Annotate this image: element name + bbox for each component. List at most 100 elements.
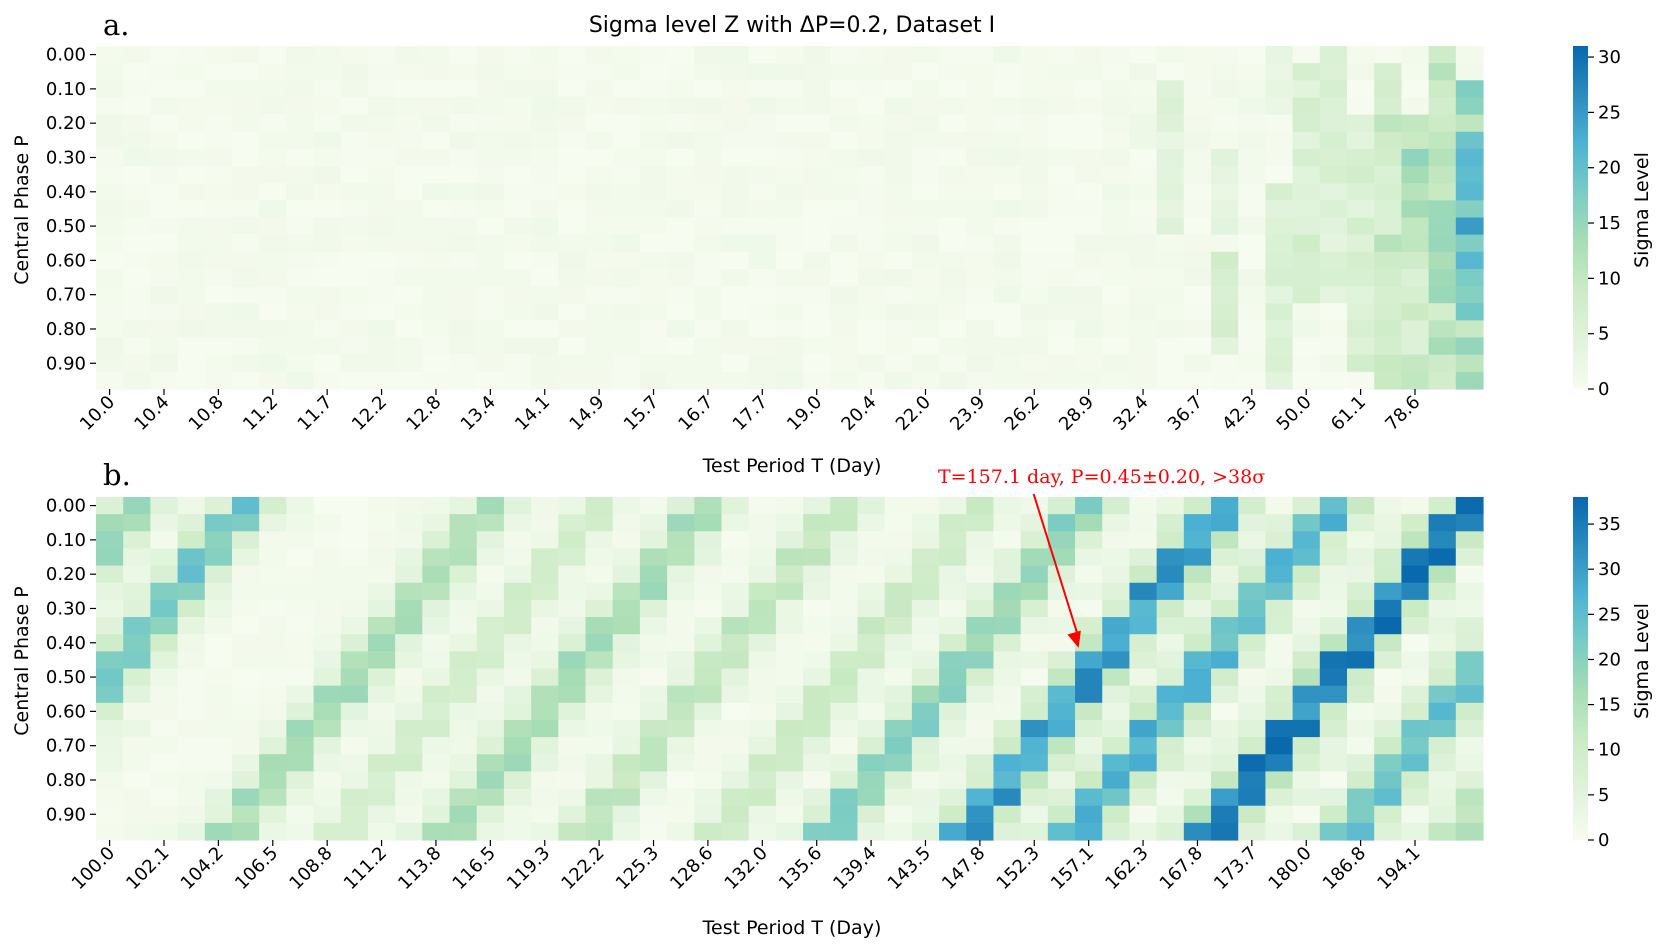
heatmap-cell: [503, 685, 532, 704]
heatmap-cell: [639, 617, 668, 635]
heatmap-cell: [1020, 97, 1049, 116]
heatmap-cell: [204, 754, 233, 772]
heatmap-cell: [1292, 822, 1321, 841]
heatmap-cell: [204, 234, 233, 253]
heatmap-cell: [177, 286, 206, 304]
heatmap-cell: [367, 805, 396, 824]
heatmap-cell: [1075, 582, 1103, 601]
heatmap-cell: [204, 337, 233, 356]
heatmap-cell: [150, 80, 179, 99]
heatmap-cell: [1047, 97, 1076, 116]
heatmap-cell: [231, 114, 260, 133]
heatmap-cell: [1156, 788, 1185, 807]
heatmap-cell: [177, 651, 206, 670]
heatmap-cell: [993, 634, 1022, 652]
heatmap-cell: [1319, 131, 1348, 150]
heatmap-cell: [1401, 303, 1430, 321]
heatmap-cell: [748, 97, 777, 116]
heatmap-cell: [1020, 148, 1049, 167]
heatmap-cell: [1129, 114, 1158, 133]
heatmap-cell: [1347, 805, 1375, 824]
heatmap-cell: [1428, 497, 1457, 515]
heatmap-cell: [1347, 286, 1375, 304]
heatmap-cell: [1455, 286, 1484, 304]
heatmap-cell: [150, 497, 179, 515]
heatmap-cell: [1319, 97, 1348, 116]
heatmap-cell: [639, 217, 668, 236]
x-tick-label: 162.3: [1101, 843, 1152, 894]
heatmap-cell: [1183, 80, 1212, 99]
heatmap-cell: [503, 166, 532, 184]
heatmap-cell: [286, 548, 315, 567]
heatmap-cell: [1129, 320, 1158, 339]
x-tick-label: 147.8: [938, 843, 989, 894]
heatmap-cell: [1292, 702, 1321, 721]
heatmap-cell: [1102, 702, 1131, 721]
heatmap-cell: [857, 737, 886, 755]
heatmap-cell: [775, 668, 804, 687]
heatmap-cell: [1292, 685, 1321, 704]
heatmap-cell: [1238, 200, 1267, 219]
heatmap-cell: [286, 651, 315, 670]
heatmap-cell: [367, 685, 396, 704]
heatmap-cell: [857, 617, 886, 635]
heatmap-cell: [123, 651, 151, 670]
x-tick-label: 132.0: [721, 843, 772, 894]
heatmap-cell: [1374, 114, 1403, 133]
heatmap-cell: [748, 702, 777, 721]
heatmap-cell: [313, 737, 342, 755]
heatmap-cell: [1020, 599, 1049, 618]
heatmap-cell: [1183, 354, 1212, 373]
heatmap-cell: [585, 200, 614, 219]
heatmap-cell: [449, 148, 478, 167]
heatmap-cell: [1238, 719, 1267, 738]
heatmap-cell: [395, 685, 423, 704]
heatmap-cell: [1211, 634, 1239, 652]
heatmap-cell: [993, 822, 1022, 841]
heatmap-cell: [1265, 737, 1294, 755]
heatmap-cell: [395, 251, 423, 270]
heatmap-cell: [612, 337, 641, 356]
heatmap-cell: [449, 771, 478, 790]
heatmap-cell: [694, 337, 723, 356]
heatmap-cell: [1238, 251, 1267, 270]
x-tick-label: 122.2: [557, 843, 608, 894]
heatmap-cell: [367, 771, 396, 790]
heatmap-cell: [204, 80, 233, 99]
heatmap-cell: [476, 354, 505, 373]
heatmap-cell: [775, 582, 804, 601]
heatmap-cell: [748, 582, 777, 601]
heatmap-cell: [150, 320, 179, 339]
colorbar-tick-label: 20: [1598, 158, 1621, 179]
heatmap-cell: [911, 805, 940, 824]
heatmap-cell: [204, 719, 233, 738]
heatmap-cell: [612, 46, 641, 64]
heatmap-cell: [1265, 754, 1294, 772]
heatmap-cell: [1183, 685, 1212, 704]
heatmap-cell: [96, 565, 124, 584]
x-tick-label: 135.6: [775, 843, 826, 894]
heatmap-cell: [639, 702, 668, 721]
heatmap-cell: [558, 166, 587, 184]
heatmap-cell: [748, 822, 777, 841]
heatmap-cell: [476, 200, 505, 219]
heatmap-cell: [1129, 234, 1158, 253]
heatmap-cell: [748, 634, 777, 652]
heatmap-cell: [667, 822, 695, 841]
heatmap-cell: [721, 668, 750, 687]
heatmap-cell: [639, 651, 668, 670]
heatmap-cell: [177, 97, 206, 116]
heatmap-cell: [1047, 685, 1076, 704]
heatmap-cell: [1347, 599, 1375, 618]
heatmap-cell: [1401, 371, 1430, 390]
heatmap-cell: [939, 582, 967, 601]
x-tick-label: 12.2: [348, 392, 391, 435]
heatmap-cell: [1075, 183, 1103, 201]
heatmap-cell: [1265, 514, 1294, 532]
heatmap-cell: [1238, 320, 1267, 339]
heatmap-cell: [775, 354, 804, 373]
heatmap-cell: [1047, 131, 1076, 150]
heatmap-cell: [830, 634, 859, 652]
annotation-arrow: [1032, 493, 1081, 648]
heatmap-cell: [1129, 131, 1158, 150]
